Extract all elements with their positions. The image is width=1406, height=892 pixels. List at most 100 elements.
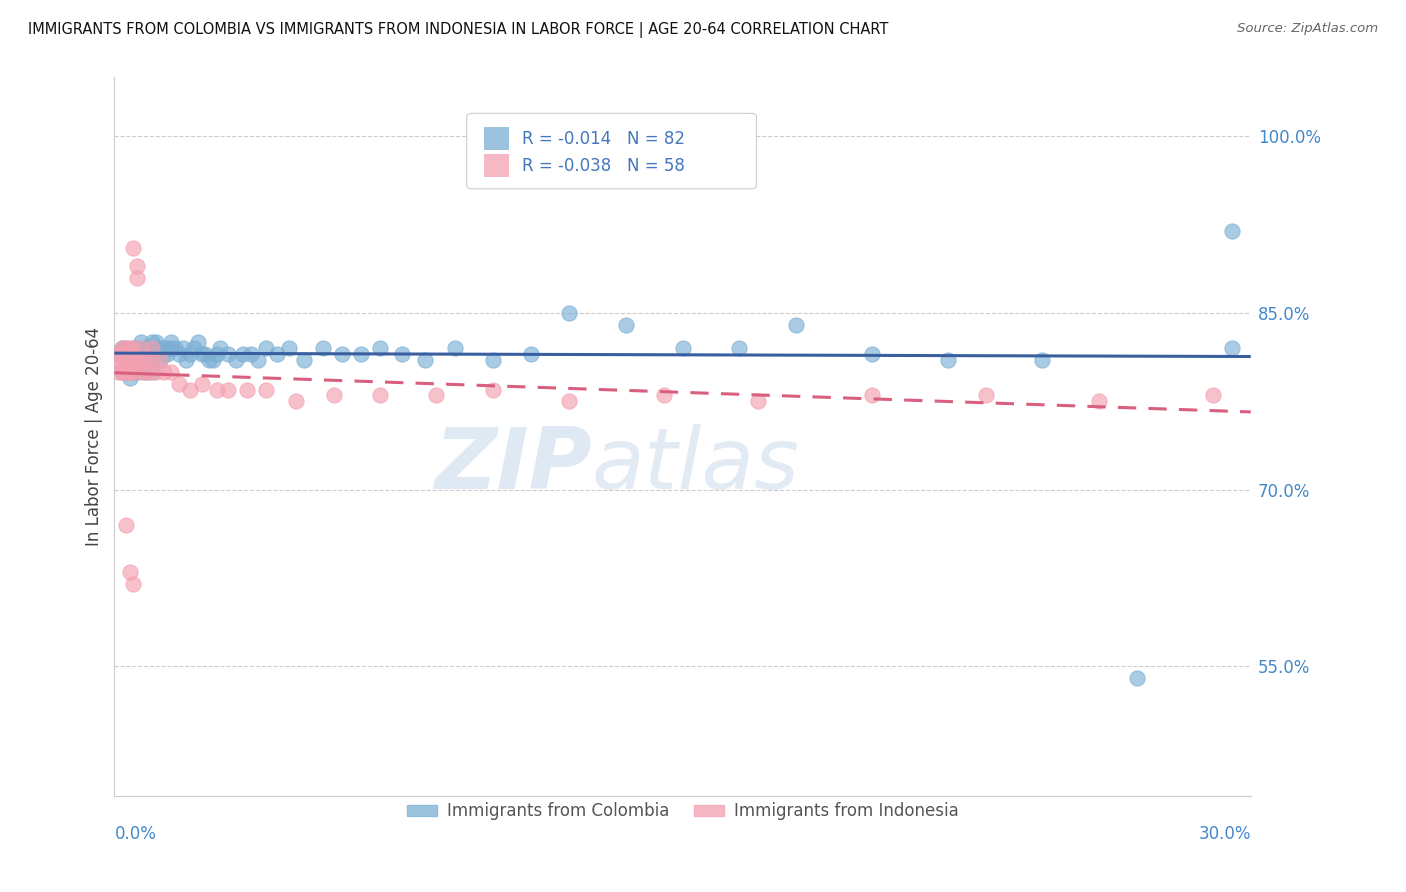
Point <box>652 388 675 402</box>
Point <box>236 383 259 397</box>
Point <box>323 388 346 402</box>
Point <box>134 365 156 379</box>
Point <box>156 347 179 361</box>
Point <box>141 347 163 361</box>
Point <box>114 365 136 379</box>
Point <box>122 353 145 368</box>
Point <box>974 388 997 402</box>
Point <box>122 365 145 379</box>
Point <box>134 347 156 361</box>
Point <box>118 565 141 579</box>
Point <box>747 394 769 409</box>
Point <box>122 341 145 355</box>
Point <box>176 353 198 368</box>
Point <box>141 335 163 350</box>
Point <box>201 353 224 368</box>
Point <box>205 383 228 397</box>
Point <box>114 353 136 368</box>
FancyBboxPatch shape <box>484 154 509 178</box>
Point <box>127 353 149 368</box>
Point <box>349 347 371 361</box>
Text: Source: ZipAtlas.com: Source: ZipAtlas.com <box>1237 22 1378 36</box>
Point <box>141 341 163 355</box>
Point <box>134 353 156 368</box>
Point <box>111 365 134 379</box>
Point <box>277 341 299 355</box>
Point <box>122 577 145 591</box>
Point <box>183 341 205 355</box>
Point <box>254 341 277 355</box>
Point <box>145 347 167 361</box>
Point <box>127 341 149 355</box>
Point <box>391 347 413 361</box>
Point <box>114 341 136 355</box>
Point <box>114 353 136 368</box>
FancyBboxPatch shape <box>467 113 756 189</box>
Text: 0.0%: 0.0% <box>114 824 156 843</box>
Point <box>1126 671 1149 685</box>
Point <box>190 376 212 391</box>
Point <box>127 270 149 285</box>
Point <box>179 383 201 397</box>
Point <box>194 347 217 361</box>
FancyBboxPatch shape <box>484 127 509 150</box>
Point <box>558 306 581 320</box>
Point <box>111 359 134 373</box>
Point <box>187 335 209 350</box>
Point <box>118 365 141 379</box>
Point <box>114 353 136 368</box>
Point <box>860 388 883 402</box>
Point <box>111 341 134 355</box>
Point <box>111 341 134 355</box>
Point <box>368 341 391 355</box>
Point <box>122 241 145 255</box>
Point <box>425 388 447 402</box>
Point <box>152 341 174 355</box>
Point <box>209 341 232 355</box>
Point <box>413 353 436 368</box>
Point <box>134 365 156 379</box>
Point <box>141 365 163 379</box>
Point <box>217 347 239 361</box>
Point <box>114 518 136 533</box>
Point <box>149 353 172 368</box>
Point <box>614 318 637 332</box>
Point <box>129 359 152 373</box>
Point <box>138 365 160 379</box>
Point <box>134 341 156 355</box>
Point <box>312 341 335 355</box>
Point <box>127 353 149 368</box>
Point <box>129 347 152 361</box>
Point <box>145 335 167 350</box>
Text: ZIP: ZIP <box>434 424 592 507</box>
Point <box>149 353 172 368</box>
Y-axis label: In Labor Force | Age 20-64: In Labor Force | Age 20-64 <box>86 327 103 546</box>
Point <box>129 353 152 368</box>
Point <box>122 353 145 368</box>
Point <box>118 365 141 379</box>
Point <box>172 341 194 355</box>
Point <box>145 365 167 379</box>
Point <box>141 353 163 368</box>
Point <box>785 318 807 332</box>
Point <box>671 341 693 355</box>
Point <box>127 365 149 379</box>
Point <box>520 347 543 361</box>
Point <box>292 353 315 368</box>
Point <box>122 353 145 368</box>
Point <box>118 341 141 355</box>
Point <box>160 365 183 379</box>
Point <box>247 353 270 368</box>
Point <box>285 394 308 409</box>
Point <box>679 129 702 144</box>
Point <box>330 347 353 361</box>
Point <box>205 347 228 361</box>
Point <box>198 353 221 368</box>
Point <box>127 353 149 368</box>
Point <box>107 347 129 361</box>
Point <box>444 341 467 355</box>
Point <box>149 341 172 355</box>
Point <box>129 335 152 350</box>
Point <box>254 383 277 397</box>
Text: atlas: atlas <box>592 424 800 507</box>
